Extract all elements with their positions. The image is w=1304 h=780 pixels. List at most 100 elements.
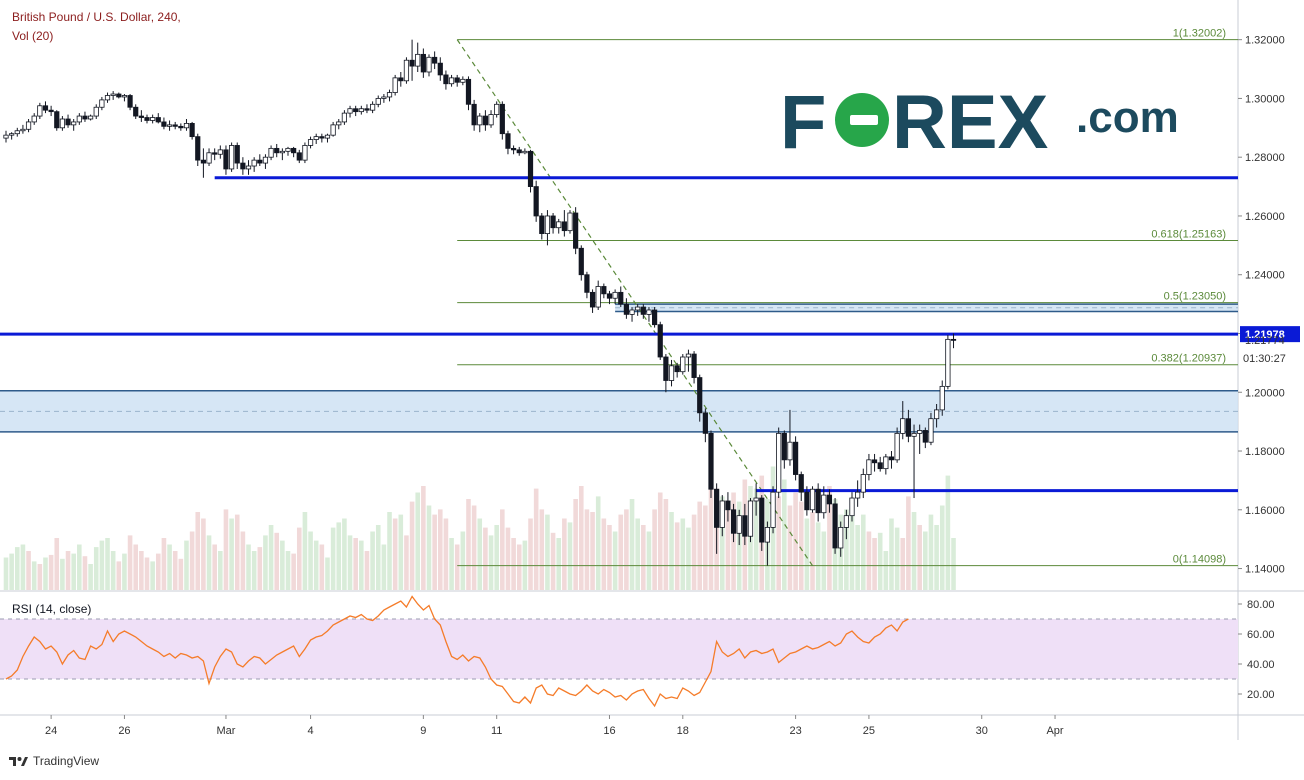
candle-body	[454, 77, 460, 83]
candle-body	[685, 353, 692, 358]
volume-bar	[404, 535, 409, 590]
volume-bar	[387, 512, 392, 590]
candle-body	[589, 291, 596, 308]
volume-bar	[342, 518, 347, 590]
candle-body	[561, 221, 567, 232]
price-tick-label: 1.14000	[1245, 564, 1285, 576]
volume-bar	[494, 525, 499, 590]
volume-bar	[736, 501, 742, 590]
volume-bar	[635, 518, 640, 590]
candle-body	[432, 56, 438, 64]
candle-body	[877, 462, 883, 470]
candle-body	[477, 115, 483, 126]
candle-body	[527, 150, 534, 187]
candle-body	[3, 134, 9, 139]
candle-body	[313, 136, 319, 140]
candle-body	[324, 134, 331, 139]
candle-body	[815, 488, 821, 514]
candle-body	[635, 306, 641, 311]
candle-body	[59, 118, 66, 129]
candle-body	[742, 515, 748, 537]
candle-body	[9, 133, 15, 136]
candle-body	[725, 500, 731, 511]
volume-bar	[703, 505, 708, 590]
volume-bar	[680, 518, 686, 590]
candle-body	[939, 385, 945, 411]
candle-body	[787, 441, 793, 461]
volume-bar	[144, 557, 150, 590]
time-tick-label: 18	[677, 725, 689, 737]
volume-bar	[934, 525, 939, 590]
volume-bar	[454, 544, 460, 590]
volume-bar	[877, 532, 883, 590]
volume-bar	[330, 527, 336, 590]
candle-body	[697, 377, 703, 414]
candle-body	[776, 432, 782, 493]
candle-body	[482, 115, 489, 126]
candles	[3, 39, 957, 566]
candle-body	[849, 497, 855, 517]
volume-bar	[618, 514, 624, 590]
forex-logo-graphic: F REX .com	[780, 80, 1179, 165]
volume-bar	[539, 509, 545, 590]
volume-bar	[65, 551, 71, 590]
candle-body	[544, 215, 551, 234]
candle-body	[353, 108, 359, 113]
volume-bar	[184, 540, 189, 590]
volume-bar	[483, 527, 488, 590]
volume-bar	[31, 561, 37, 590]
candle-body	[494, 103, 500, 115]
candle-body	[415, 53, 421, 67]
candle-body	[888, 456, 895, 461]
volume-bar	[82, 556, 88, 590]
candle-body	[336, 121, 342, 126]
volume-bar	[629, 499, 635, 590]
candle-body	[550, 215, 556, 229]
price-tick-label: 1.32000	[1245, 35, 1285, 47]
volume-bar	[550, 532, 556, 590]
volume-bar	[488, 535, 494, 590]
candle-body	[341, 112, 348, 123]
candle-body	[900, 418, 906, 434]
candle-body	[409, 59, 415, 67]
candle-body	[871, 459, 878, 464]
volume-bar	[110, 551, 116, 590]
candle-body	[369, 103, 376, 111]
price-tick-label: 1.24000	[1245, 270, 1285, 282]
candle-body	[945, 338, 951, 387]
rsi-tick-label: 80.00	[1247, 599, 1275, 611]
candle-body	[719, 500, 725, 528]
volume-bar	[9, 553, 14, 590]
volume-bar	[866, 531, 872, 590]
volume-bar	[945, 475, 951, 590]
volume-bar	[178, 558, 184, 590]
volume-bar	[336, 522, 342, 590]
candle-body	[42, 105, 49, 111]
candle-body	[82, 115, 88, 120]
volume-bar	[43, 557, 48, 590]
candle-body	[623, 303, 630, 315]
candle-body	[48, 109, 54, 113]
candle-body	[601, 286, 607, 295]
volume-bar	[815, 522, 821, 590]
candle-body	[138, 115, 144, 118]
candle-body	[578, 247, 584, 276]
candle-body	[804, 491, 810, 511]
volume-bar	[302, 512, 308, 590]
candle-body	[860, 474, 866, 493]
candle-body	[54, 111, 60, 129]
rsi-line	[5, 595, 909, 708]
candle-body	[223, 149, 229, 170]
time-tick-label: 30	[976, 725, 988, 737]
volume-bar	[325, 557, 330, 590]
volume-bar	[234, 514, 240, 590]
volume-bar	[105, 538, 110, 590]
time-tick-label: 4	[307, 725, 313, 737]
candle-body	[488, 114, 494, 126]
fib-trend-line	[456, 39, 814, 567]
candle-body	[499, 103, 505, 135]
volume-bar	[646, 531, 652, 590]
tradingview-brand[interactable]: TradingView	[8, 754, 99, 768]
volume-bar	[421, 486, 426, 590]
